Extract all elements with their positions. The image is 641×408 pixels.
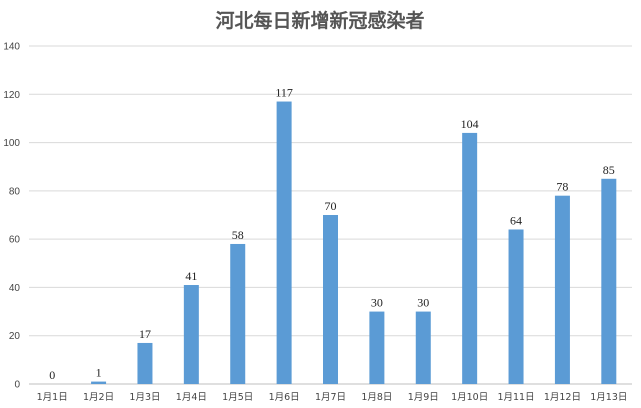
y-tick-label: 60 (9, 235, 21, 246)
x-tick-label: 1月10日 (451, 392, 488, 403)
x-axis: 1月1日 1月2日 1月3日 1月4日 1月5日 1月6日 1月7日 1月8日 1月9日 1月10… (37, 392, 628, 403)
y-tick-label: 0 (14, 380, 20, 391)
chart-title: 河北每日新增新冠感染者 (215, 9, 424, 32)
bar (601, 178, 617, 384)
x-tick-label: 1月3日 (129, 392, 160, 403)
x-tick-label: 1月2日 (83, 392, 114, 403)
bars (91, 101, 617, 385)
x-tick-label: 1月13日 (590, 392, 627, 403)
x-tick-label: 1月5日 (222, 392, 253, 403)
data-label: 0 (49, 368, 55, 382)
data-label: 64 (510, 213, 522, 227)
data-label: 70 (325, 199, 337, 213)
bar (183, 285, 199, 384)
bar (369, 311, 385, 384)
x-tick-label: 1月9日 (408, 392, 439, 403)
data-label: 104 (461, 117, 479, 131)
x-tick-label: 1月8日 (361, 392, 392, 403)
data-label: 17 (139, 327, 151, 341)
bar (137, 342, 153, 384)
data-label: 41 (185, 269, 197, 283)
x-tick-label: 1月11日 (497, 392, 534, 403)
data-label: 85 (603, 163, 615, 177)
y-axis: 0 20 40 60 80 100 120 140 (3, 42, 20, 391)
x-tick-label: 1月4日 (176, 392, 207, 403)
data-label: 30 (417, 296, 429, 310)
bar (91, 381, 107, 384)
y-tick-label: 120 (3, 90, 20, 101)
y-tick-label: 20 (9, 331, 21, 342)
bar (323, 215, 338, 384)
data-label: 117 (275, 86, 293, 100)
y-tick-label: 100 (3, 138, 20, 149)
x-tick-label: 1月6日 (269, 392, 300, 403)
data-label: 78 (556, 180, 568, 194)
bar (415, 311, 431, 384)
data-label: 30 (371, 296, 383, 310)
bar (554, 195, 570, 384)
x-tick-label: 1月12日 (544, 392, 581, 403)
data-label: 58 (232, 228, 244, 242)
y-tick-label: 140 (3, 42, 20, 53)
x-tick-label: 1月7日 (315, 392, 346, 403)
bar (276, 101, 292, 385)
bar (508, 229, 524, 384)
x-tick-label: 1月1日 (37, 392, 68, 403)
bar (462, 132, 478, 384)
data-label: 1 (96, 366, 102, 380)
y-tick-label: 40 (9, 283, 21, 294)
bar (230, 243, 246, 384)
y-tick-label: 80 (9, 186, 21, 197)
